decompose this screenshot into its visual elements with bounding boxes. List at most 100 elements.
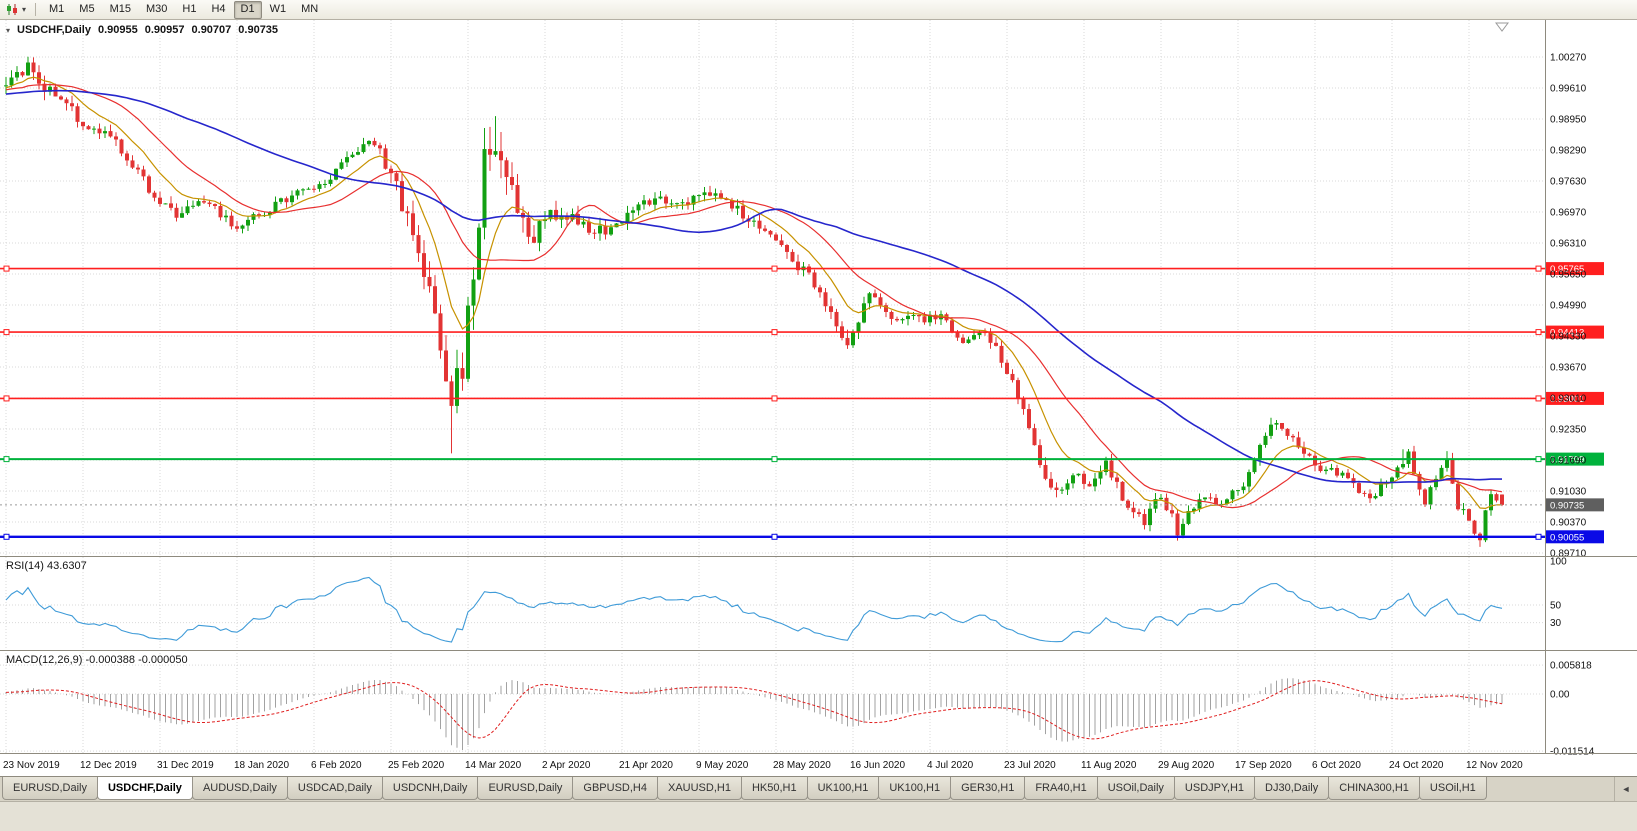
date-axis[interactable]: 23 Nov 2019 12 Dec 2019 31 Dec 2019 18 Jan … [3, 760, 1523, 771]
chart-tab-0-eurusd-daily[interactable]: EURUSD,Daily [2, 777, 98, 800]
svg-text:-0.011514: -0.011514 [1550, 747, 1595, 758]
svg-text:25 Feb 2020: 25 Feb 2020 [388, 760, 445, 771]
chart-tab-2-audusd-daily[interactable]: AUDUSD,Daily [191, 777, 288, 800]
svg-text:0.94330: 0.94330 [1550, 332, 1587, 343]
ohlc-low: 0.90707 [191, 24, 232, 36]
chart-title: ▾ USDCHF,Daily 0.90955 0.90957 0.90707 0… [6, 24, 278, 36]
chart-type-icon[interactable] [4, 3, 21, 16]
chart-type-dropdown-icon[interactable]: ▾ [22, 5, 27, 14]
svg-text:100: 100 [1550, 557, 1567, 568]
svg-text:0.91030: 0.91030 [1550, 487, 1587, 498]
timeframe-button-m15[interactable]: M15 [109, 2, 131, 15]
timeframe-button-w1[interactable]: W1 [269, 2, 287, 15]
chart-tab-3-usdcad-daily[interactable]: USDCAD,Daily [286, 777, 383, 800]
chart-tab-10-uk100-h1[interactable]: UK100,H1 [878, 777, 952, 800]
svg-text:1.00270: 1.00270 [1550, 53, 1587, 64]
svg-text:0.89710: 0.89710 [1550, 549, 1587, 560]
svg-text:0.005818: 0.005818 [1550, 661, 1592, 672]
chart-tab-5-eurusd-daily[interactable]: EURUSD,Daily [477, 777, 574, 800]
svg-text:12 Nov 2020: 12 Nov 2020 [1466, 760, 1523, 771]
svg-text:2 Apr 2020: 2 Apr 2020 [542, 760, 591, 771]
svg-text:16 Jun 2020: 16 Jun 2020 [850, 760, 905, 771]
tab-scroll-left-icon[interactable]: ◄ [1614, 777, 1637, 801]
svg-text:23 Nov 2019: 23 Nov 2019 [3, 760, 60, 771]
horizontal-line-0.93001[interactable]: 0.93001 [0, 391, 1604, 405]
svg-text:0.93010: 0.93010 [1550, 394, 1587, 405]
timeframe-button-h1[interactable]: H1 [182, 2, 197, 15]
svg-text:0.93001: 0.93001 [1550, 394, 1584, 405]
svg-text:12 Dec 2019: 12 Dec 2019 [80, 760, 137, 771]
chart-tab-16-china300-h1[interactable]: CHINA300,H1 [1328, 777, 1420, 800]
macd-histogram [5, 678, 1503, 751]
svg-text:28 May 2020: 28 May 2020 [773, 760, 831, 771]
horizontal-line-0.94413[interactable]: 0.94413 [0, 325, 1604, 339]
svg-text:0.99610: 0.99610 [1550, 84, 1587, 95]
svg-text:18 Jan 2020: 18 Jan 2020 [234, 760, 289, 771]
svg-text:21 Apr 2020: 21 Apr 2020 [619, 760, 673, 771]
timeframe-button-m30[interactable]: M30 [145, 2, 168, 15]
chart-tab-6-gbpusd-h4[interactable]: GBPUSD,H4 [572, 777, 658, 800]
svg-text:0.95765: 0.95765 [1550, 264, 1584, 275]
chart-tab-14-usdjpy-h1[interactable]: USDJPY,H1 [1173, 777, 1256, 800]
chart-tab-4-usdcnh-daily[interactable]: USDCNH,Daily [381, 777, 479, 800]
svg-text:50: 50 [1550, 601, 1562, 612]
chart-tab-7-xauusd-h1[interactable]: XAUUSD,H1 [656, 777, 742, 800]
timeframe-buttons: M1 M5 M15 M30 H1 H4 D1 W1 MN [42, 0, 325, 19]
svg-text:14 Mar 2020: 14 Mar 2020 [465, 760, 522, 771]
svg-text:9 May 2020: 9 May 2020 [696, 760, 749, 771]
svg-text:4 Jul 2020: 4 Jul 2020 [927, 760, 974, 771]
svg-text:0.93670: 0.93670 [1550, 363, 1587, 374]
svg-text:6 Feb 2020: 6 Feb 2020 [311, 760, 362, 771]
svg-text:0.92350: 0.92350 [1550, 425, 1587, 436]
chart-tab-8-hk50-h1[interactable]: HK50,H1 [740, 777, 808, 800]
timeframe-button-h4[interactable]: H4 [211, 2, 226, 15]
chart-canvas[interactable]: 0.90735 0.95765 0.94413 0.93001 0.91709 0.900… [0, 20, 1637, 776]
candles [4, 56, 1504, 547]
svg-text:0.91690: 0.91690 [1550, 456, 1587, 467]
chart-tab-12-fra40-h1[interactable]: FRA40,H1 [1024, 777, 1098, 800]
rsi-indicator-label: RSI(14) 43.6307 [6, 560, 87, 572]
svg-text:29 Aug 2020: 29 Aug 2020 [1158, 760, 1215, 771]
chart-tab-15-dj30-daily[interactable]: DJ30,Daily [1254, 777, 1330, 800]
timeframe-toolbar: ▾ M1 M5 M15 M30 H1 H4 D1 W1 MN [0, 0, 1637, 20]
chart-tab-9-uk100-h1[interactable]: UK100,H1 [806, 777, 880, 800]
chart-shift-marker[interactable] [1495, 22, 1509, 32]
svg-text:11 Aug 2020: 11 Aug 2020 [1081, 760, 1137, 771]
svg-text:0.96970: 0.96970 [1550, 208, 1587, 219]
horizontal-line-0.95765[interactable]: 0.95765 [0, 262, 1604, 276]
ohlc-close: 0.90735 [238, 24, 279, 36]
chart-tab-17-usoil-h1[interactable]: USOil,H1 [1418, 777, 1487, 800]
svg-text:0.94990: 0.94990 [1550, 301, 1587, 312]
svg-text:30: 30 [1550, 618, 1562, 629]
macd-scale[interactable]: 0.005818 0.00 -0.011514 [1550, 661, 1595, 758]
svg-text:0.96310: 0.96310 [1550, 239, 1587, 250]
chart-title-symbol: USDCHF,Daily [17, 24, 91, 36]
svg-text:17 Sep 2020: 17 Sep 2020 [1235, 760, 1292, 771]
svg-text:0.97630: 0.97630 [1550, 177, 1587, 188]
horizontal-line-0.91709[interactable]: 0.91709 [0, 452, 1604, 466]
timeframe-button-m1[interactable]: M1 [49, 2, 65, 15]
status-bar [0, 801, 1637, 831]
panel-separators[interactable] [0, 20, 1637, 754]
svg-text:23 Jul 2020: 23 Jul 2020 [1004, 760, 1056, 771]
horizontal-line-0.90055[interactable]: 0.90055 [0, 530, 1604, 543]
svg-text:0.98290: 0.98290 [1550, 146, 1587, 157]
price-scale[interactable]: 1.00270 0.99610 0.98950 0.98290 0.97630 0.969… [1550, 53, 1587, 560]
chart-tab-1-usdchf-daily[interactable]: USDCHF,Daily [96, 777, 193, 800]
svg-text:0.94413: 0.94413 [1550, 328, 1584, 339]
timeframe-button-mn[interactable]: MN [301, 2, 319, 15]
svg-text:0.90055: 0.90055 [1550, 532, 1584, 543]
timeframe-button-m5[interactable]: M5 [79, 2, 95, 15]
svg-text:0.00: 0.00 [1550, 690, 1570, 701]
chart-tab-bar: EURUSD,Daily USDCHF,Daily AUDUSD,Daily USDC… [0, 776, 1637, 801]
timeframe-button-d1[interactable]: D1 [233, 0, 262, 19]
one-click-trading-arrow-icon[interactable]: ▾ [6, 25, 11, 35]
toolbar-separator [35, 3, 37, 16]
svg-text:0.98950: 0.98950 [1550, 115, 1587, 126]
macd-indicator-label: MACD(12,26,9) -0.000388 -0.000050 [6, 654, 188, 666]
svg-text:6 Oct 2020: 6 Oct 2020 [1312, 760, 1361, 771]
chart-tab-13-usoil-daily[interactable]: USOil,Daily [1096, 777, 1175, 800]
grid [0, 20, 1545, 753]
chart-tab-11-ger30-h1[interactable]: GER30,H1 [950, 777, 1026, 800]
rsi-scale[interactable]: 100 50 30 [1550, 557, 1567, 630]
